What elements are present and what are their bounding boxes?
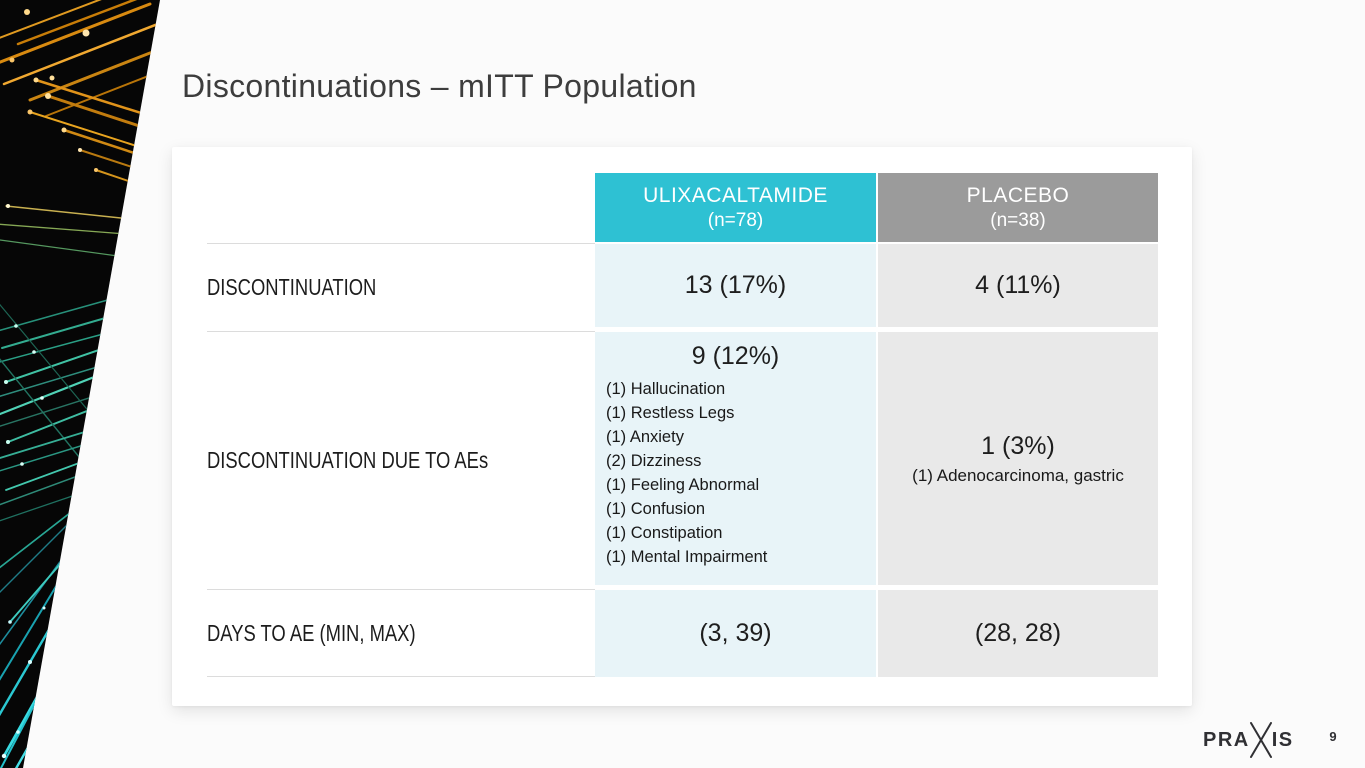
logo-text-pra: PRA <box>1203 728 1250 751</box>
fiber-optic-art <box>0 0 160 768</box>
ae-count: 1 (3%) <box>981 431 1055 460</box>
ae-detail-list: (1) Hallucination (1) Restless Legs (1) … <box>595 377 876 569</box>
content-card: DISCONTINUATION DISCONTINUATION DUE TO A… <box>172 147 1192 706</box>
column-header-label: PLACEBO <box>966 183 1070 207</box>
cell-days-to-ae-ulixacaltamide: (3, 39) <box>595 590 876 677</box>
row-label-discontinuation-due-to-aes: DISCONTINUATION DUE TO AEs <box>207 332 595 590</box>
page-number: 9 <box>1329 729 1337 744</box>
column-ulixacaltamide: ULIXACALTAMIDE (n=78) 13 (17%) 9 (12%) (… <box>595 173 876 677</box>
cell-days-to-ae-placebo: (28, 28) <box>878 590 1158 677</box>
column-placebo: PLACEBO (n=38) 4 (11%) 1 (3%) (1) Adenoc… <box>878 173 1158 677</box>
ae-detail-item: (1) Confusion <box>606 500 706 518</box>
ae-detail-item: (2) Dizziness <box>606 452 702 470</box>
cell-discontinuation-ulixacaltamide: 13 (17%) <box>595 244 876 327</box>
column-header-label: ULIXACALTAMIDE <box>643 183 828 207</box>
row-label-discontinuation: DISCONTINUATION <box>207 244 595 332</box>
ae-detail-item: (1) Feeling Abnormal <box>606 476 760 494</box>
column-header-placebo: PLACEBO (n=38) <box>878 173 1158 242</box>
cell-discontinuation-due-to-aes-placebo: 1 (3%) (1) Adenocarcinoma, gastric <box>878 332 1158 585</box>
cell-discontinuation-placebo: 4 (11%) <box>878 244 1158 327</box>
row-label-column: DISCONTINUATION DISCONTINUATION DUE TO A… <box>207 173 595 677</box>
ae-detail-item: (1) Hallucination <box>606 380 726 398</box>
column-header-ulixacaltamide: ULIXACALTAMIDE (n=78) <box>595 173 876 242</box>
column-header-n: (n=78) <box>707 209 764 231</box>
ae-detail-item: (1) Anxiety <box>606 428 684 446</box>
ae-detail-item: (1) Restless Legs <box>606 404 735 422</box>
ae-detail-item: (1) Mental Impairment <box>606 548 768 566</box>
logo-text-is: IS <box>1271 728 1294 751</box>
praxis-x-icon <box>1249 722 1272 758</box>
header-spacer-cell <box>207 173 595 244</box>
page-title: Discontinuations – mITT Population <box>182 68 697 104</box>
ae-count: 9 (12%) <box>691 342 780 370</box>
praxis-logo: PRA IS <box>1203 722 1294 758</box>
row-label-days-to-ae: DAYS TO AE (MIN, MAX) <box>207 590 595 677</box>
cell-discontinuation-due-to-aes-ulixacaltamide: 9 (12%) (1) Hallucination (1) Restless L… <box>595 332 876 585</box>
ae-detail-item: (1) Adenocarcinoma, gastric <box>912 465 1124 485</box>
discontinuations-table: DISCONTINUATION DISCONTINUATION DUE TO A… <box>207 173 1158 677</box>
ae-detail-item: (1) Constipation <box>606 524 723 542</box>
column-header-n: (n=38) <box>990 209 1046 231</box>
